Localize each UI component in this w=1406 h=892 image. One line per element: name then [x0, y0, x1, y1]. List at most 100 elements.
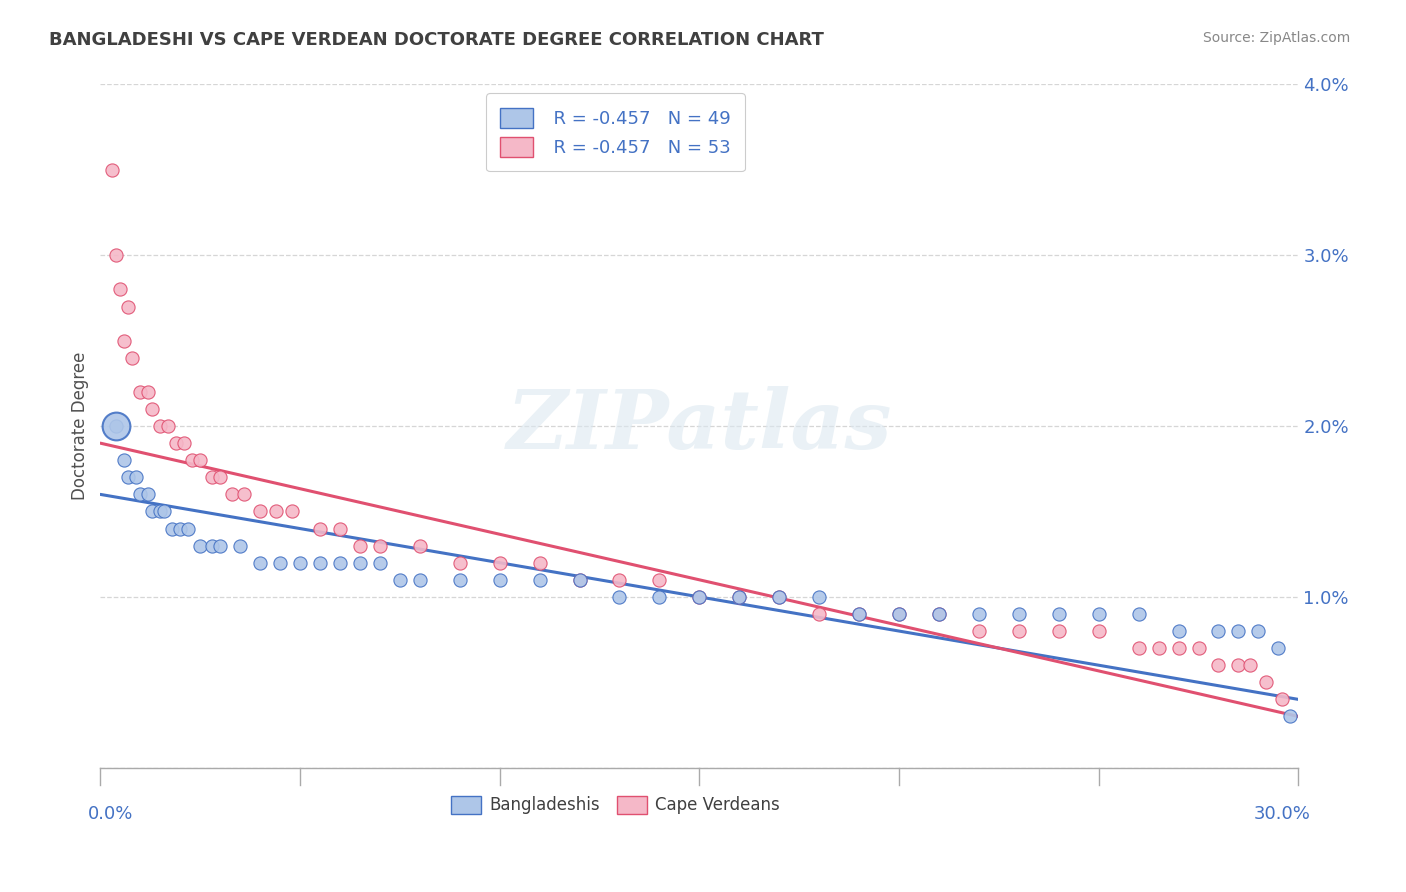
Point	[188, 453, 211, 467]
Text: Source: ZipAtlas.com: Source: ZipAtlas.com	[1202, 31, 1350, 45]
Point	[1147, 641, 1170, 656]
Point	[1008, 607, 1031, 621]
Point	[1008, 624, 1031, 638]
Point	[568, 573, 591, 587]
Point	[488, 573, 510, 587]
Point	[249, 504, 271, 518]
Point	[1227, 658, 1250, 673]
Point	[1271, 692, 1294, 706]
Point	[105, 419, 128, 434]
Point	[488, 556, 510, 570]
Point	[264, 504, 287, 518]
Point	[141, 504, 163, 518]
Point	[609, 573, 631, 587]
Point	[105, 248, 128, 262]
Point	[887, 607, 910, 621]
Point	[368, 539, 391, 553]
Point	[149, 419, 172, 434]
Point	[768, 590, 790, 604]
Point	[136, 384, 159, 399]
Point	[728, 590, 751, 604]
Point	[368, 556, 391, 570]
Point	[201, 539, 224, 553]
Point	[768, 590, 790, 604]
Point	[887, 607, 910, 621]
Point	[388, 573, 411, 587]
Point	[349, 539, 371, 553]
Point	[125, 470, 148, 484]
Point	[329, 522, 352, 536]
Point	[648, 573, 671, 587]
Point	[153, 504, 176, 518]
Point	[568, 573, 591, 587]
Point	[288, 556, 311, 570]
Point	[928, 607, 950, 621]
Point	[1247, 624, 1270, 638]
Point	[129, 487, 152, 501]
Point	[967, 624, 990, 638]
Point	[165, 436, 187, 450]
Point	[181, 453, 204, 467]
Point	[1167, 641, 1189, 656]
Point	[848, 607, 870, 621]
Point	[1128, 607, 1150, 621]
Point	[112, 334, 135, 348]
Point	[728, 590, 751, 604]
Point	[1047, 607, 1070, 621]
Point	[808, 590, 831, 604]
Point	[1128, 641, 1150, 656]
Point	[1208, 658, 1230, 673]
Point	[209, 470, 232, 484]
Text: ZIPatlas: ZIPatlas	[506, 386, 891, 467]
Point	[1227, 624, 1250, 638]
Point	[117, 300, 139, 314]
Point	[928, 607, 950, 621]
Point	[648, 590, 671, 604]
Point	[309, 556, 332, 570]
Point	[121, 351, 143, 365]
Point	[1208, 624, 1230, 638]
Point	[449, 556, 471, 570]
Point	[141, 402, 163, 417]
Point	[169, 522, 191, 536]
Point	[229, 539, 252, 553]
Point	[1239, 658, 1261, 673]
Point	[1279, 709, 1302, 723]
Point	[848, 607, 870, 621]
Point	[177, 522, 200, 536]
Point	[209, 539, 232, 553]
Point	[129, 384, 152, 399]
Point	[409, 573, 432, 587]
Point	[529, 573, 551, 587]
Point	[160, 522, 183, 536]
Point	[188, 539, 211, 553]
Point	[173, 436, 195, 450]
Point	[1256, 675, 1278, 690]
Point	[269, 556, 291, 570]
Point	[1187, 641, 1209, 656]
Point	[688, 590, 710, 604]
Point	[1087, 624, 1109, 638]
Point	[349, 556, 371, 570]
Point	[149, 504, 172, 518]
Point	[1047, 624, 1070, 638]
Point	[110, 282, 132, 296]
Point	[1267, 641, 1289, 656]
Point	[281, 504, 304, 518]
Y-axis label: Doctorate Degree: Doctorate Degree	[72, 351, 89, 500]
Point	[808, 607, 831, 621]
Point	[101, 162, 124, 177]
Point	[967, 607, 990, 621]
Point	[233, 487, 256, 501]
Point	[688, 590, 710, 604]
Point	[105, 419, 128, 434]
Point	[136, 487, 159, 501]
Point	[529, 556, 551, 570]
Text: 0.0%: 0.0%	[89, 805, 134, 823]
Text: BANGLADESHI VS CAPE VERDEAN DOCTORATE DEGREE CORRELATION CHART: BANGLADESHI VS CAPE VERDEAN DOCTORATE DE…	[49, 31, 824, 49]
Point	[409, 539, 432, 553]
Text: 30.0%: 30.0%	[1253, 805, 1310, 823]
Point	[449, 573, 471, 587]
Point	[117, 470, 139, 484]
Point	[329, 556, 352, 570]
